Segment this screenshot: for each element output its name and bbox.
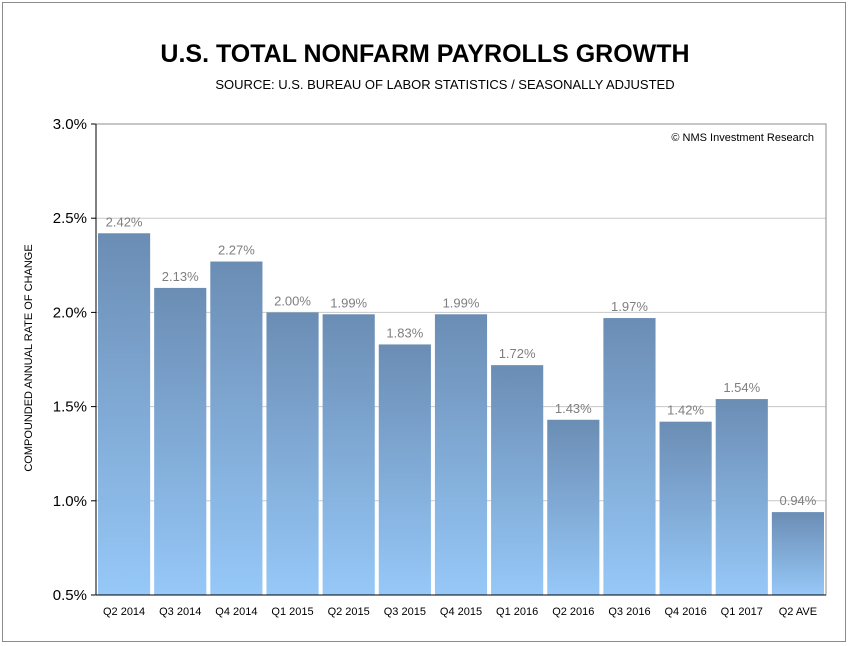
x-tick-label: Q3 2014 — [159, 606, 201, 618]
y-tick-label: 0.5% — [53, 587, 87, 604]
bar — [659, 421, 712, 595]
x-tick-label: Q1 2015 — [271, 606, 313, 618]
bar — [210, 261, 263, 595]
x-tick-label: Q2 2015 — [328, 606, 370, 618]
bar — [603, 318, 656, 595]
bar — [98, 233, 151, 595]
data-label: 1.97% — [611, 299, 648, 314]
x-tick-label: Q3 2016 — [608, 606, 650, 618]
data-label: 1.99% — [330, 295, 367, 310]
bars — [98, 233, 824, 595]
data-labels: 2.42% 2.13% 2.27% 2.00% 1.99% 1.83% 1.99% 1.72%… — [106, 214, 817, 508]
x-tick-label: Q3 2015 — [384, 606, 426, 618]
x-tick-label: Q1 2017 — [721, 606, 763, 618]
data-label: 2.13% — [162, 269, 199, 284]
axes: 0.5% 1.0% 1.5% 2.0% 2.5% 3.0% Q2 2014 Q3 2014 Q4… — [53, 116, 827, 618]
data-label: 1.43% — [555, 401, 592, 416]
x-tick-label: Q2 2014 — [103, 606, 145, 618]
data-label: 1.72% — [499, 346, 536, 361]
bar — [378, 344, 431, 595]
x-tick-label: Q2 2016 — [552, 606, 594, 618]
x-tick-label: Q4 2015 — [440, 606, 482, 618]
y-tick-label: 1.5% — [53, 399, 87, 416]
data-label: 2.42% — [106, 214, 143, 229]
data-label: 2.27% — [218, 243, 255, 258]
y-tick-label: 3.0% — [53, 116, 87, 133]
bar — [154, 287, 207, 595]
data-label: 1.83% — [386, 325, 423, 340]
data-label: 0.94% — [779, 493, 816, 508]
y-tick-label: 2.0% — [53, 304, 87, 321]
x-tick-label: Q4 2016 — [665, 606, 707, 618]
credit-text: © NMS Investment Research — [671, 132, 814, 144]
bar — [771, 512, 824, 595]
bar — [434, 314, 488, 595]
data-label: 1.54% — [723, 380, 760, 395]
y-tick-label: 1.0% — [53, 493, 87, 510]
y-tick-label: 2.5% — [53, 210, 87, 227]
y-axis-label: COMPOUNDED ANNUAL RATE OF CHANGE — [23, 244, 35, 471]
bar — [715, 399, 768, 595]
data-label: 1.99% — [443, 295, 480, 310]
x-tick-label: Q4 2014 — [215, 606, 257, 618]
data-label: 2.00% — [274, 293, 311, 308]
data-label: 1.42% — [667, 403, 704, 418]
chart-subtitle: SOURCE: U.S. BUREAU OF LABOR STATISTICS … — [215, 77, 675, 92]
chart-title: U.S. TOTAL NONFARM PAYROLLS GROWTH — [160, 40, 690, 68]
bar — [266, 312, 319, 595]
x-tick-label: Q1 2016 — [496, 606, 538, 618]
bar — [322, 314, 375, 595]
bar — [547, 419, 600, 595]
bar — [491, 365, 544, 595]
x-tick-label: Q2 AVE — [779, 606, 817, 618]
